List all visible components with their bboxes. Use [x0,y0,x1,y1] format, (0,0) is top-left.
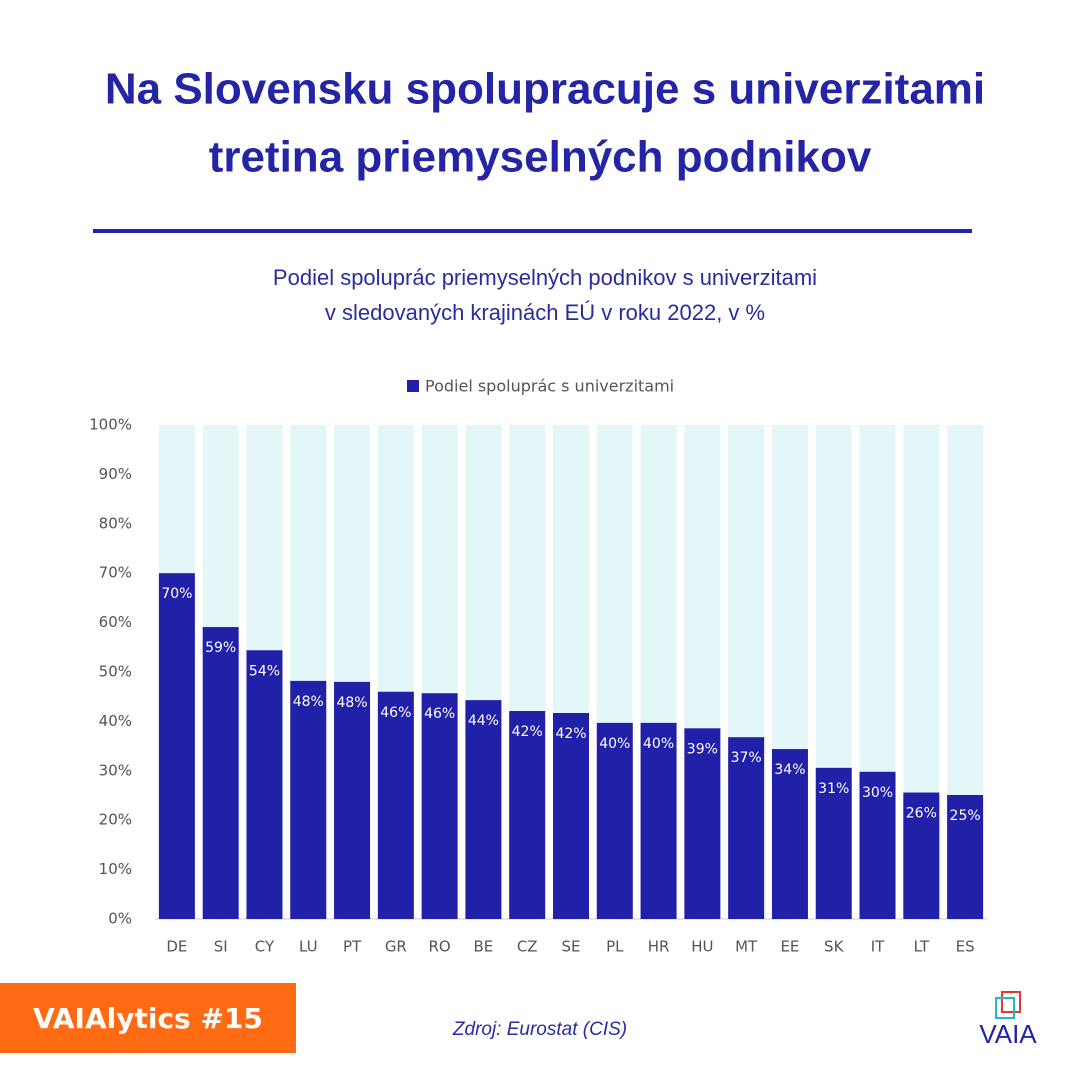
x-tick-label: RO [429,938,451,956]
value-label: 46% [424,706,455,722]
value-label: 59% [205,640,236,656]
source: Zdroj: Eurostat (CIS) [452,1019,627,1040]
x-tick-label: EE [780,938,799,956]
value-label: 54% [249,663,280,679]
x-tick-label: PL [606,938,624,956]
bar [290,680,327,919]
value-label: 30% [862,785,893,801]
y-tick-label: 90% [99,465,132,483]
x-tick-label: LU [299,938,318,956]
value-label: 39% [687,741,718,757]
chart-subtitle: v sledovaných krajinách EÚ v roku 2022, … [325,300,765,325]
x-tick-label: ES [956,938,975,956]
value-label: 42% [512,724,543,740]
chart-title: tretina priemyselných podnikov [209,133,872,182]
y-tick-label: 100% [89,416,132,434]
bar [859,771,896,919]
y-tick-label: 60% [99,613,132,631]
value-label: 26% [906,806,937,822]
x-tick-label: SE [562,938,581,956]
y-tick-label: 0% [108,910,132,928]
value-label: 48% [336,695,367,711]
x-tick-label: DE [166,938,187,956]
y-tick-label: 80% [99,514,132,532]
x-tick-label: HU [691,938,713,956]
bar [903,792,940,919]
value-label: 70% [161,586,192,602]
value-label: 48% [293,694,324,710]
bar [815,767,852,919]
y-tick-label: 70% [99,564,132,582]
x-tick-label: SI [214,938,228,956]
bar [421,693,458,919]
chart-title: Na Slovensku spolupracuje s univerzitami [105,65,985,114]
bar [640,722,677,919]
x-tick-label: HR [648,938,670,956]
x-tick-label: BE [474,938,494,956]
x-tick-label: LT [914,938,930,956]
y-tick-label: 40% [99,712,132,730]
value-label: 40% [599,736,630,752]
badge-box [0,983,296,1053]
bar [202,627,239,919]
bar [377,691,414,919]
chart-subtitle: Podiel spoluprác priemyselných podnikov … [273,265,817,290]
value-label: 42% [555,726,586,742]
x-tick-label: GR [385,938,407,956]
x-tick-label: IT [871,938,885,956]
y-tick-label: 50% [99,663,132,681]
x-tick-label: MT [735,938,758,956]
value-label: 44% [468,713,499,729]
bar [947,795,984,919]
bar [246,650,283,919]
logo: VAIA [979,1019,1037,1049]
badge: VAIAlytics #15 [33,1002,263,1035]
x-tick-label: SK [824,938,845,956]
bar [596,722,633,919]
legend-label: Podiel spoluprác s univerzitami [425,377,674,396]
bar [771,749,808,919]
y-tick-label: 20% [99,811,132,829]
x-tick-label: PT [343,938,362,956]
value-label: 34% [774,762,805,778]
bar [334,681,371,919]
value-label: 25% [950,808,981,824]
x-tick-label: CZ [517,938,538,956]
logo-icon [995,997,1015,1019]
x-tick-label: CY [255,938,275,956]
value-label: 37% [731,750,762,766]
logo-icon [1001,991,1021,1013]
bar [509,711,546,919]
bar [158,573,195,919]
bar [684,728,721,919]
value-label: 40% [643,736,674,752]
legend-swatch [407,380,419,392]
value-label: 31% [818,781,849,797]
bar [553,713,589,919]
value-label: 46% [380,705,411,721]
bar [465,700,502,919]
y-tick-label: 10% [99,860,132,878]
bar [728,737,765,919]
y-tick-label: 30% [99,761,132,779]
